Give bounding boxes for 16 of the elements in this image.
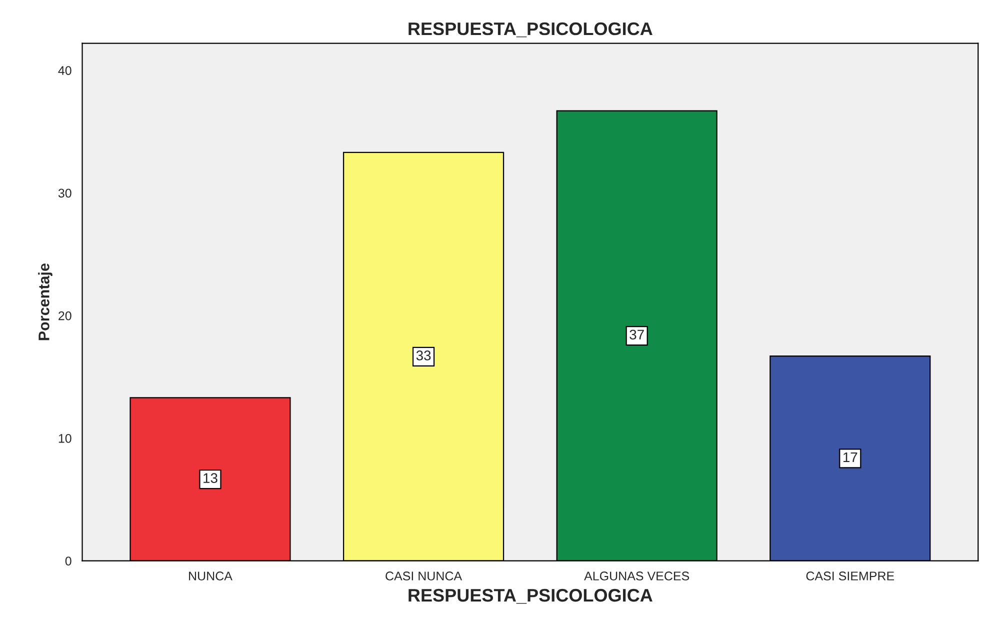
data-label: 37 (630, 330, 644, 340)
y-tick-label: 30 (58, 188, 72, 198)
y-tick-label: 0 (65, 556, 72, 566)
chart-title: RESPUESTA_PSICOLOGICA (408, 22, 652, 38)
x-tick-label: ALGUNAS VECES (584, 572, 690, 580)
y-tick-label: 40 (58, 66, 72, 75)
y-axis-title: Porcentaje (38, 264, 52, 340)
data-label: 13 (204, 473, 218, 483)
y-tick-label: 20 (58, 311, 72, 320)
x-tick-label: CASI NUNCA (386, 572, 462, 580)
x-tick-label: NUNCA (189, 572, 232, 580)
data-label: 17 (843, 452, 858, 462)
x-tick-label: CASI SIEMPRE (806, 572, 894, 580)
y-tick-label: 10 (58, 434, 72, 443)
x-axis-title: RESPUESTA_PSICOLOGICA (408, 588, 652, 604)
data-label: 33 (416, 350, 431, 360)
